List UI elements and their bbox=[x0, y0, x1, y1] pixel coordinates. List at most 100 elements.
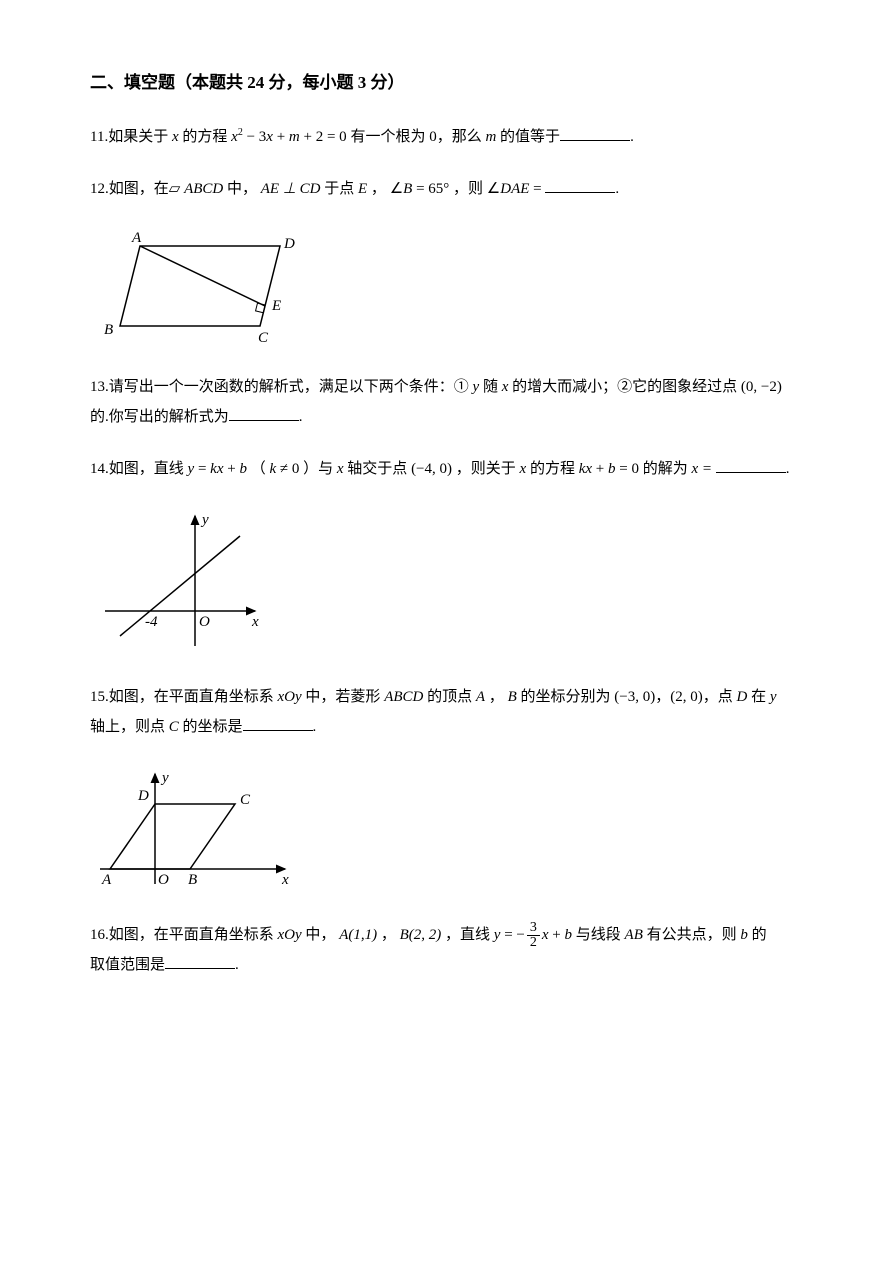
blank-14[interactable] bbox=[716, 457, 786, 473]
label-A: A bbox=[131, 230, 142, 246]
q16-B: B(2, 2) bbox=[400, 927, 442, 943]
label-x: x bbox=[251, 614, 259, 630]
q14-m3: 的方程 bbox=[526, 461, 579, 477]
q14-m4: 的解为 bbox=[639, 461, 692, 477]
q16-l1f: 的 bbox=[748, 927, 767, 943]
q15-l1g: 在 bbox=[747, 689, 770, 705]
q12-m2: 于点 bbox=[320, 181, 358, 197]
q11-m3: 的值等于 bbox=[496, 129, 560, 145]
label-O: O bbox=[199, 614, 210, 630]
q13-l1a: 13.请写出一个一次函数的解析式，满足以下两个条件：① bbox=[90, 379, 473, 395]
q16-l2: 取值范围是 bbox=[90, 957, 165, 973]
blank-12[interactable] bbox=[545, 177, 615, 193]
q15-y: y bbox=[770, 689, 777, 705]
blank-15[interactable] bbox=[243, 715, 313, 731]
blank-16[interactable] bbox=[165, 953, 235, 969]
figure-14: y x O -4 bbox=[90, 506, 802, 664]
q12-perp: AE ⊥ CD bbox=[261, 181, 321, 197]
q14-sol: x = bbox=[692, 461, 713, 477]
q16-l1d: 与线段 bbox=[572, 927, 625, 943]
line-AE bbox=[140, 246, 265, 306]
problem-15: 15.如图，在平面直角坐标系 xOy 中，若菱形 ABCD 的顶点 A ， B … bbox=[90, 682, 802, 742]
q11-m2: 有一个根为 0，那么 bbox=[347, 129, 486, 145]
q11-m: m bbox=[485, 129, 496, 145]
label-y: y bbox=[160, 770, 169, 786]
q15-l1f: ，点 bbox=[703, 689, 737, 705]
q11-m1: 的方程 bbox=[179, 129, 232, 145]
q16-l1e: 有公共点，则 bbox=[643, 927, 741, 943]
q12-angDAE: ∠DAE = bbox=[487, 181, 542, 197]
label-neg4: -4 bbox=[145, 614, 158, 630]
q15-A: A bbox=[476, 689, 485, 705]
frac-num: 3 bbox=[527, 921, 540, 936]
q16-AB: AB bbox=[625, 927, 643, 943]
q15-B: B bbox=[508, 689, 517, 705]
label-D: D bbox=[137, 788, 149, 804]
line-graph bbox=[120, 536, 240, 636]
figure-12: A D E C B bbox=[90, 226, 802, 354]
q13-c1a: 随 bbox=[479, 379, 502, 395]
q14-end: . bbox=[786, 461, 790, 477]
q15-l2a: 轴上，则点 bbox=[90, 719, 169, 735]
q14-eq1: y = kx + b bbox=[188, 461, 247, 477]
q15-ptA: (−3, 0) bbox=[614, 689, 655, 705]
problem-14: 14.如图，直线 y = kx + b （ k ≠ 0 ）与 x 轴交于点 (−… bbox=[90, 454, 802, 484]
problem-12: 12.如图，在▱ ABCD 中， AE ⊥ CD 于点 E ， ∠B = 65°… bbox=[90, 174, 802, 204]
rhombus bbox=[110, 804, 235, 869]
q14-pt: (−4, 0) bbox=[411, 461, 452, 477]
q12-end: . bbox=[615, 181, 619, 197]
q16-end: . bbox=[235, 957, 239, 973]
q11-x: x bbox=[172, 129, 179, 145]
q15-abcd: ABCD bbox=[384, 689, 423, 705]
q15-l1c: 的顶点 bbox=[423, 689, 476, 705]
q16-l1a: 16.如图，在平面直角坐标系 bbox=[90, 927, 278, 943]
q12-shape: ▱ ABCD bbox=[169, 181, 223, 197]
blank-11[interactable] bbox=[560, 125, 630, 141]
label-B: B bbox=[188, 872, 197, 888]
q11-eq: x2 − 3x + m + 2 = 0 bbox=[231, 129, 347, 145]
problem-11: 11.如果关于 x 的方程 x2 − 3x + m + 2 = 0 有一个根为 … bbox=[90, 122, 802, 152]
blank-13[interactable] bbox=[229, 405, 299, 421]
q13-pt: (0, −2) bbox=[741, 379, 782, 395]
q15-l2b: 的坐标是 bbox=[179, 719, 243, 735]
q14-m1: 轴交于点 bbox=[344, 461, 412, 477]
q11-text: 11.如果关于 bbox=[90, 129, 172, 145]
label-x: x bbox=[281, 872, 289, 888]
frac-den: 2 bbox=[527, 936, 540, 950]
problem-16: 16.如图，在平面直角坐标系 xOy 中， A(1,1) ， B(2, 2) ，… bbox=[90, 920, 802, 980]
q16-xOy: xOy bbox=[278, 927, 302, 943]
q13-end: . bbox=[299, 409, 303, 425]
q16-l1b: 中， bbox=[302, 927, 340, 943]
label-O: O bbox=[158, 872, 169, 888]
label-C: C bbox=[258, 330, 269, 346]
label-A: A bbox=[101, 872, 112, 888]
q15-l1d: ， bbox=[485, 689, 508, 705]
label-E: E bbox=[271, 298, 281, 314]
q15-end: . bbox=[313, 719, 317, 735]
label-y: y bbox=[200, 512, 209, 528]
label-D: D bbox=[283, 236, 295, 252]
q14-paren: （ k ≠ 0 ）与 bbox=[247, 461, 337, 477]
q16-A: A(1,1) bbox=[339, 927, 377, 943]
q12-m3: ， bbox=[367, 181, 390, 197]
q12-E: E bbox=[358, 181, 367, 197]
q12-pre: 12.如图，在 bbox=[90, 181, 169, 197]
label-C: C bbox=[240, 792, 251, 808]
q15-ptB: (2, 0) bbox=[670, 689, 703, 705]
q12-angB: ∠B = 65° bbox=[390, 181, 450, 197]
q12-m4: ，则 bbox=[449, 181, 487, 197]
q14-pre: 14.如图，直线 bbox=[90, 461, 188, 477]
q15-l1b: 中，若菱形 bbox=[302, 689, 385, 705]
q15-l1a: 15.如图，在平面直角坐标系 bbox=[90, 689, 278, 705]
section-title: 二、填空题（本题共 24 分，每小题 3 分） bbox=[90, 70, 802, 96]
q16-b: b bbox=[740, 927, 748, 943]
figure-15: y x O A B D C bbox=[90, 764, 802, 902]
q13-l2: 的.你写出的解析式为 bbox=[90, 409, 229, 425]
q16-line-eq: y = −32x + b bbox=[494, 927, 572, 943]
q12-m1: 中， bbox=[223, 181, 261, 197]
q15-C: C bbox=[169, 719, 179, 735]
q13-c1b: 的增大而减小；②它的图象经过点 bbox=[508, 379, 741, 395]
q15-l1e: 的坐标分别为 bbox=[517, 689, 615, 705]
q14-x: x bbox=[337, 461, 344, 477]
q14-eq2: kx + b = 0 bbox=[579, 461, 639, 477]
